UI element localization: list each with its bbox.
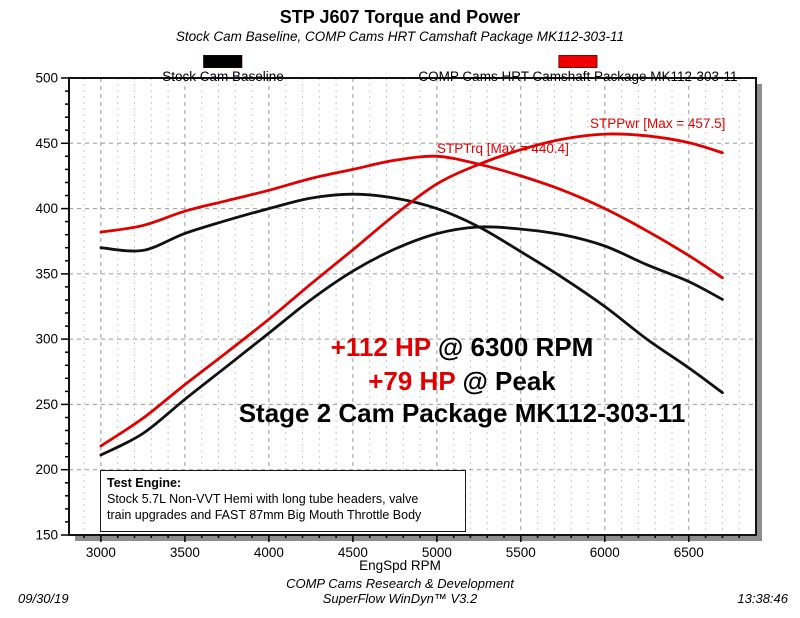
test-engine-heading: Test Engine: <box>107 476 182 490</box>
page-title: STP J607 Torque and Power <box>279 7 521 27</box>
footer-organization: COMP Cams Research & Development <box>286 576 514 591</box>
gain-note-peak: +79 HP @ Peak <box>0 366 800 397</box>
x-tick-label: 4500 <box>338 545 368 560</box>
x-tick-label: 3500 <box>170 545 200 560</box>
x-tick-label: 4000 <box>254 545 284 560</box>
power-curve-max-label: STPPwr [Max = 457.5] <box>590 116 726 131</box>
x-tick-label: 5500 <box>506 545 536 560</box>
footer-software: SuperFlow WinDyn™ V3.2 <box>322 591 478 606</box>
gain-note-6300rpm-suffix: @ 6300 RPM <box>437 332 594 362</box>
y-tick-label: 400 <box>35 201 58 216</box>
plot-border <box>68 77 757 536</box>
series-curve <box>99 225 724 457</box>
test-engine-line1: Stock 5.7L Non-VVT Hemi with long tube h… <box>107 492 419 506</box>
torque-curve-max-label: STPTrq [Max = 440.4] <box>437 141 569 156</box>
gain-note-6300rpm: +112 HP @ 6300 RPM <box>0 332 800 363</box>
y-tick-label: 500 <box>35 71 58 86</box>
series-curve <box>99 132 724 448</box>
legend-label-comp-cams: COMP Cams HRT Camshaft Package MK112-303… <box>418 69 738 84</box>
y-tick-label: 150 <box>35 528 58 543</box>
legend-swatch-comp-cams <box>558 55 598 68</box>
footer-time: 13:38:46 <box>737 591 788 606</box>
gain-note-6300rpm-value: +112 HP <box>330 332 431 362</box>
y-tick-label: 300 <box>35 332 58 347</box>
gain-note-peak-value: +79 HP <box>368 366 456 396</box>
y-tick-label: 350 <box>35 266 58 281</box>
x-axis-title: EngSpd RPM <box>359 558 441 573</box>
y-tick-label: 200 <box>35 462 58 477</box>
x-tick-label: 6500 <box>674 545 704 560</box>
page-subtitle: Stock Cam Baseline, COMP Cams HRT Camsha… <box>175 29 625 44</box>
plot-background <box>69 78 756 535</box>
legend-swatch-stock <box>203 55 243 68</box>
legend-item-stock: Stock Cam Baseline <box>162 55 284 84</box>
x-tick-label: 6000 <box>590 545 620 560</box>
series-curve <box>99 192 724 395</box>
test-engine-box: Test Engine: Stock 5.7L Non-VVT Hemi wit… <box>100 470 466 532</box>
footer-date: 09/30/19 <box>18 591 69 606</box>
y-tick-label: 450 <box>35 136 58 151</box>
x-tick-label: 3000 <box>86 545 116 560</box>
legend-label-stock: Stock Cam Baseline <box>162 69 284 84</box>
x-tick-label: 5000 <box>422 545 452 560</box>
legend-item-comp-cams: COMP Cams HRT Camshaft Package MK112-303… <box>418 55 738 84</box>
stage-package-note: Stage 2 Cam Package MK112-303-11 <box>238 398 686 428</box>
y-tick-label: 250 <box>35 397 58 412</box>
gain-note-peak-suffix: @ Peak <box>462 366 556 396</box>
series-curve <box>99 154 724 280</box>
test-engine-line2: train upgrades and FAST 87mm Big Mouth T… <box>107 508 422 522</box>
